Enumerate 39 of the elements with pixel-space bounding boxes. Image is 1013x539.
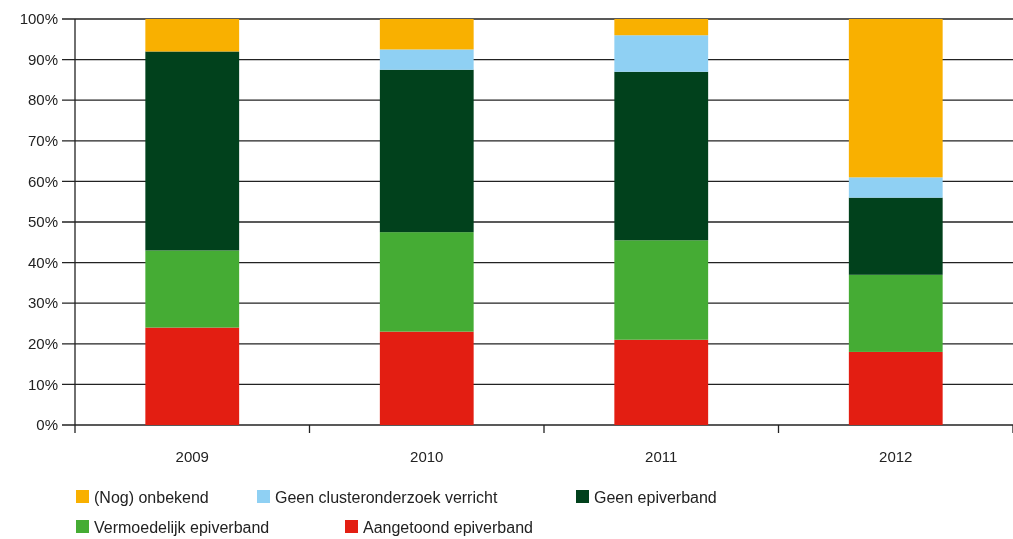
bar bbox=[145, 51, 240, 251]
bar bbox=[379, 69, 474, 233]
y-tick-label: 70% bbox=[27, 132, 58, 150]
y-tick-label: 30% bbox=[27, 294, 58, 312]
legend-label: Aangetoond epiverband bbox=[363, 518, 533, 536]
legend-label: Geen clusteronderzoek verricht bbox=[275, 488, 498, 506]
x-tick-label: 2012 bbox=[879, 448, 913, 465]
y-tick-label: 80% bbox=[27, 91, 58, 109]
legend-label: (Nog) onbekend bbox=[94, 488, 209, 506]
bar bbox=[614, 35, 709, 72]
bar bbox=[614, 240, 709, 340]
bar bbox=[614, 19, 709, 36]
bar bbox=[145, 327, 240, 425]
bar bbox=[145, 250, 240, 328]
bar bbox=[379, 49, 474, 70]
bar bbox=[145, 19, 240, 52]
bar bbox=[848, 177, 943, 198]
bar bbox=[848, 19, 943, 178]
bar bbox=[379, 19, 474, 50]
y-tick-label: 40% bbox=[27, 253, 58, 271]
bar bbox=[848, 197, 943, 275]
bar bbox=[848, 351, 943, 425]
x-tick-label: 2010 bbox=[410, 448, 444, 465]
y-tick-label: 0% bbox=[36, 416, 58, 434]
y-tick-label: 90% bbox=[27, 50, 58, 68]
y-tick-label: 50% bbox=[27, 213, 58, 231]
y-tick-label: 10% bbox=[27, 375, 58, 393]
x-tick-label: 2009 bbox=[175, 448, 209, 465]
legend-label: Geen epiverband bbox=[594, 488, 717, 506]
bar bbox=[379, 331, 474, 425]
x-tick-label: 2011 bbox=[645, 448, 678, 465]
bar bbox=[848, 274, 943, 352]
bar bbox=[614, 339, 709, 425]
bar bbox=[379, 232, 474, 332]
y-tick-label: 20% bbox=[27, 335, 58, 353]
legend-label: Vermoedelijk epiverband bbox=[94, 518, 270, 536]
y-tick-label: 60% bbox=[27, 172, 58, 190]
y-tick-label: 100% bbox=[19, 10, 58, 28]
bar bbox=[614, 71, 709, 241]
